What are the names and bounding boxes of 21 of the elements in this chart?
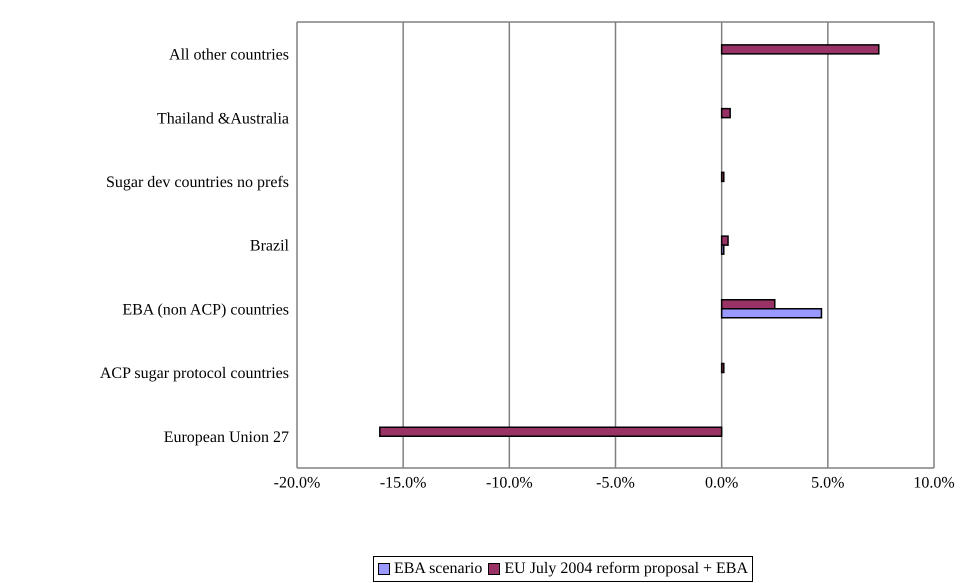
y-tick-label: European Union 27 — [164, 428, 289, 446]
bar — [720, 172, 725, 182]
x-tick-label: -20.0% — [274, 474, 320, 492]
x-tick-label: 5.0% — [811, 474, 844, 492]
x-tick-label: -5.0% — [596, 474, 635, 492]
x-tick-label: -10.0% — [486, 474, 533, 492]
x-tick-label: -15.0% — [380, 474, 426, 492]
y-tick-label: ACP sugar protocol countries — [100, 365, 289, 382]
y-tick-label: EBA (non ACP) countries — [122, 301, 289, 318]
y-tick-label: Thailand &Australia — [157, 110, 289, 128]
x-tick-label: 10.0% — [913, 474, 955, 492]
y-tick-label: Sugar dev countries no prefs — [106, 174, 289, 191]
bar — [720, 108, 731, 118]
bar — [720, 362, 725, 374]
bar — [720, 44, 880, 55]
x-tick-label: 0.0% — [705, 474, 738, 492]
legend-label: EBA scenario — [392, 560, 482, 578]
y-tick-label: All other countries — [169, 46, 289, 64]
bar — [379, 426, 722, 437]
y-tick-label: Brazil — [250, 238, 290, 255]
legend-label: EU July 2004 reform proposal + EBA — [503, 560, 748, 578]
